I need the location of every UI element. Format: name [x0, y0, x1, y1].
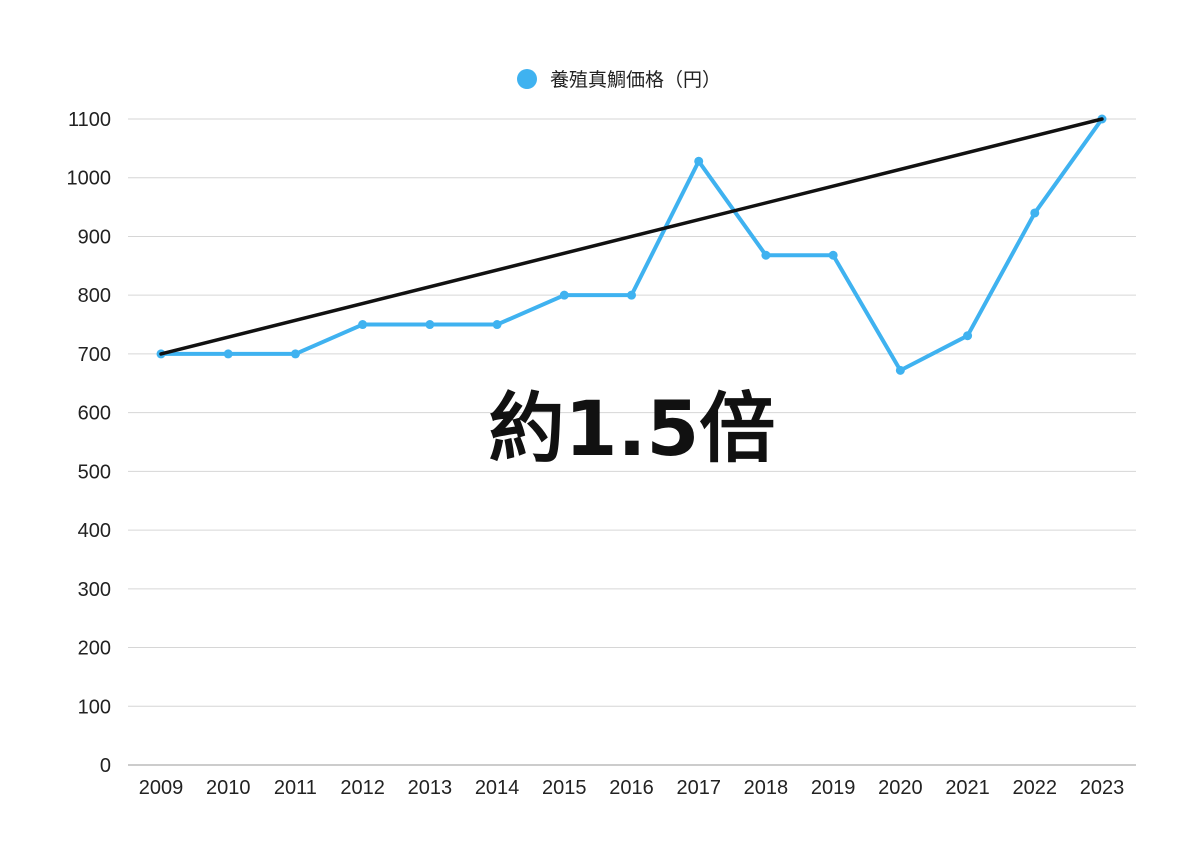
x-tick-label: 2013: [408, 777, 453, 799]
y-tick-label: 1100: [68, 109, 111, 131]
legend-marker: [517, 69, 537, 89]
x-axis: 2009 2010 2011 2012 2013 2014 2015 2016 2017 2018…: [139, 777, 1125, 799]
data-point: [1030, 208, 1040, 218]
data-point: [828, 250, 838, 260]
y-tick-label: 0: [100, 755, 111, 777]
data-point: [290, 349, 300, 359]
legend-label: 養殖真鯛価格（円）: [550, 69, 721, 91]
y-axis: 0 100 200 300 400 500 600 700 800 900 1000 1100: [67, 109, 112, 777]
x-tick-label: 2012: [340, 777, 385, 799]
x-tick-label: 2010: [206, 777, 251, 799]
legend: 養殖真鯛価格（円）: [517, 69, 721, 91]
data-point: [223, 349, 233, 359]
trend-line: [159, 117, 1104, 356]
series-line: [159, 117, 1104, 373]
x-tick-label: 2021: [945, 777, 990, 799]
y-tick-label: 400: [78, 520, 111, 542]
series-layer: [156, 114, 1107, 375]
y-tick-label: 700: [78, 344, 111, 366]
y-tick-label: 300: [78, 579, 111, 601]
x-tick-label: 2019: [811, 777, 856, 799]
data-point: [895, 365, 905, 375]
y-tick-label: 800: [78, 285, 111, 307]
y-tick-label: 500: [78, 461, 111, 483]
x-tick-label: 2022: [1013, 777, 1058, 799]
data-point: [492, 320, 502, 330]
x-tick-label: 2017: [676, 777, 721, 799]
x-tick-label: 2014: [475, 777, 520, 799]
x-tick-label: 2009: [139, 777, 184, 799]
x-tick-label: 2020: [878, 777, 923, 799]
data-point: [559, 290, 569, 300]
data-point: [627, 290, 636, 300]
data-point: [694, 156, 704, 166]
data-point: [425, 320, 435, 330]
x-tick-label: 2023: [1080, 777, 1125, 799]
data-point: [358, 320, 368, 330]
y-tick-label: 100: [78, 696, 111, 718]
x-tick-label: 2011: [274, 777, 317, 799]
x-tick-label: 2018: [744, 777, 789, 799]
data-point: [963, 331, 973, 341]
y-tick-label: 1000: [67, 168, 112, 190]
annotation-label: 約1.5倍: [489, 384, 776, 473]
y-tick-label: 600: [78, 403, 111, 425]
x-tick-label: 2016: [609, 777, 654, 799]
data-point: [761, 250, 771, 260]
x-tick-label: 2015: [542, 777, 587, 799]
y-tick-label: 900: [78, 226, 111, 248]
y-tick-label: 200: [78, 638, 111, 660]
